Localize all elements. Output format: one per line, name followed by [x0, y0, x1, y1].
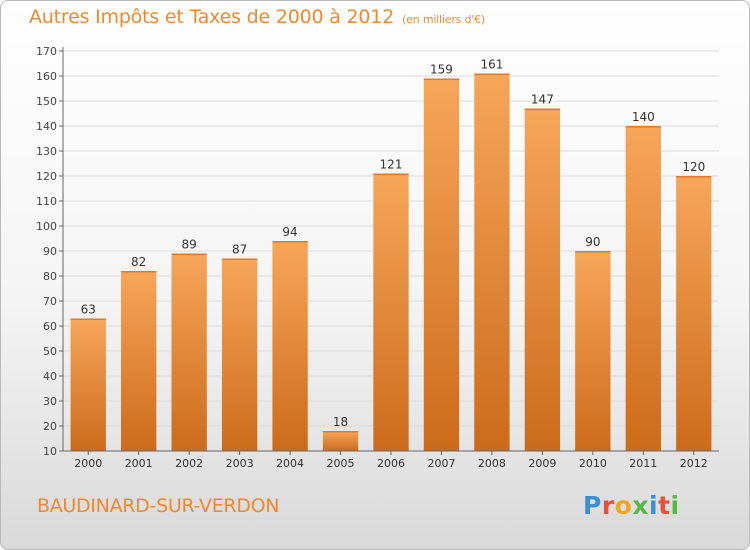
x-tick-label-2004: 2004 — [276, 457, 304, 470]
logo-letter: r — [601, 491, 615, 520]
data-label-2012: 120 — [682, 160, 705, 174]
data-label-2011: 140 — [632, 110, 655, 124]
data-label-2001: 82 — [131, 255, 146, 269]
data-label-2004: 94 — [282, 225, 297, 239]
y-tick-label: 10 — [43, 445, 57, 458]
x-tick-label-2008: 2008 — [478, 457, 506, 470]
data-label-2002: 89 — [182, 238, 197, 252]
bar-top-edge-2000 — [70, 318, 106, 320]
x-tick-label-2006: 2006 — [377, 457, 405, 470]
data-label-2009: 147 — [531, 93, 554, 107]
y-tick-label: 110 — [36, 195, 57, 208]
y-tick-label: 120 — [36, 170, 57, 183]
logo-letter: o — [614, 491, 633, 520]
commune-name: BAUDINARD-SUR-VERDON — [37, 495, 280, 517]
bar-top-edge-2006 — [373, 173, 409, 175]
x-tick-label-2000: 2000 — [74, 457, 102, 470]
y-tick-label: 130 — [36, 145, 57, 158]
x-tick-label-2012: 2012 — [680, 457, 708, 470]
bar-2008 — [474, 73, 510, 451]
bar-2005 — [322, 431, 359, 451]
x-tick-label-2003: 2003 — [226, 457, 254, 470]
y-tick-label: 150 — [36, 95, 57, 108]
bar-top-edge-2012 — [676, 176, 712, 178]
bar-top-edge-2008 — [474, 73, 510, 75]
y-tick-label: 140 — [36, 120, 57, 133]
x-tick-label-2002: 2002 — [175, 457, 203, 470]
data-label-2006: 121 — [380, 158, 403, 172]
data-label-2008: 161 — [480, 58, 503, 72]
bar-2003 — [221, 258, 258, 451]
data-label-2010: 90 — [585, 235, 600, 249]
x-tick-label-2007: 2007 — [427, 457, 455, 470]
bar-top-edge-2009 — [524, 108, 561, 110]
bar-top-edge-2002 — [171, 253, 207, 255]
y-tick-label: 20 — [43, 420, 57, 433]
y-tick-label: 30 — [43, 395, 57, 408]
y-tick-label: 170 — [36, 45, 57, 58]
bar-2001 — [121, 271, 157, 451]
data-labels: 63 82 89 87 94 18 121 159 161 147 90 140 120 — [81, 58, 706, 430]
y-tick-label: 100 — [36, 220, 57, 233]
bar-top-edge-2004 — [272, 241, 308, 243]
bar-2002 — [171, 253, 207, 451]
bar-2011 — [625, 126, 661, 451]
unit-label: (en milliers d'€) — [402, 13, 485, 26]
bar-2012 — [676, 176, 712, 451]
logo-letter: P — [583, 491, 602, 520]
y-tick-label: 160 — [36, 70, 57, 83]
bar-top-edge-2005 — [322, 431, 359, 433]
title-text: Autres Impôts et Taxes de 2000 à 2012 — [29, 6, 395, 28]
data-label-2007: 159 — [430, 63, 453, 77]
logo-letter: i — [670, 491, 680, 520]
bar-2007 — [423, 78, 460, 451]
x-tick-label-2010: 2010 — [579, 457, 607, 470]
y-tick-label: 90 — [43, 245, 57, 258]
bar-top-edge-2011 — [625, 126, 661, 128]
axes: 10 20 30 40 50 60 70 80 90 100 110 120 130 140 150 160 1… — [36, 45, 719, 470]
proxiti-logo: Proxiti — [583, 491, 680, 520]
bar-2004 — [272, 241, 308, 451]
bar-top-edge-2007 — [423, 78, 460, 80]
bar-top-edge-2010 — [575, 251, 611, 253]
x-tick-label-2009: 2009 — [528, 457, 556, 470]
bar-2010 — [575, 251, 611, 451]
x-tick-label-2011: 2011 — [629, 457, 657, 470]
logo-letter: t — [658, 491, 671, 520]
chart-title: Autres Impôts et Taxes de 2000 à 2012 (en… — [29, 6, 485, 28]
y-tick-label: 50 — [43, 345, 57, 358]
bar-top-edge-2001 — [121, 271, 157, 273]
x-tick-label-2005: 2005 — [327, 457, 355, 470]
bar-2006 — [373, 173, 409, 451]
data-label-2005: 18 — [333, 415, 348, 429]
data-label-2003: 87 — [232, 243, 247, 257]
y-tick-label: 70 — [43, 295, 57, 308]
bar-2009 — [524, 108, 561, 451]
bars — [70, 73, 712, 451]
bar-top-edge-2003 — [221, 258, 258, 260]
bar-2000 — [70, 318, 106, 451]
y-tick-label: 80 — [43, 270, 57, 283]
logo-letter: x — [632, 491, 649, 520]
data-label-2000: 63 — [81, 303, 96, 317]
y-tick-label: 40 — [43, 370, 57, 383]
x-tick-label-2001: 2001 — [125, 457, 153, 470]
logo-letter: i — [649, 491, 659, 520]
y-tick-label: 60 — [43, 320, 57, 333]
